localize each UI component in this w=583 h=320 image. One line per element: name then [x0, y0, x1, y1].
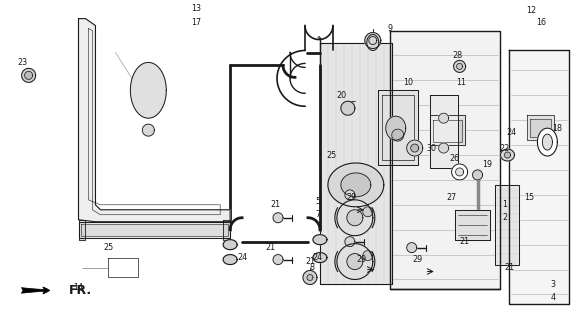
Polygon shape: [223, 255, 237, 265]
Text: 12: 12: [526, 6, 536, 15]
Polygon shape: [273, 213, 283, 223]
Text: 24: 24: [237, 253, 247, 262]
Polygon shape: [131, 62, 166, 118]
Polygon shape: [345, 237, 355, 247]
Text: FR.: FR.: [69, 284, 92, 297]
Text: 8: 8: [310, 263, 314, 272]
Text: 25: 25: [327, 150, 337, 160]
Text: 21: 21: [265, 243, 275, 252]
Polygon shape: [378, 90, 417, 165]
Polygon shape: [337, 244, 373, 279]
Polygon shape: [438, 143, 449, 153]
Polygon shape: [410, 144, 419, 152]
Polygon shape: [456, 63, 462, 69]
Text: 23: 23: [17, 58, 28, 67]
Polygon shape: [303, 270, 317, 284]
Text: 1: 1: [502, 200, 507, 209]
Polygon shape: [454, 60, 466, 72]
Polygon shape: [22, 68, 36, 82]
Text: 20: 20: [337, 91, 347, 100]
Polygon shape: [392, 129, 404, 141]
Text: 7: 7: [315, 210, 321, 219]
Polygon shape: [223, 220, 230, 240]
Polygon shape: [328, 163, 384, 207]
Text: 17: 17: [191, 18, 201, 27]
Polygon shape: [273, 255, 283, 265]
Polygon shape: [528, 115, 554, 140]
Text: 25: 25: [103, 243, 114, 252]
Text: 24: 24: [313, 253, 323, 262]
Polygon shape: [363, 251, 373, 260]
Polygon shape: [433, 120, 462, 142]
Polygon shape: [345, 190, 355, 200]
Text: 9: 9: [387, 24, 392, 33]
Polygon shape: [341, 173, 371, 197]
Text: 29: 29: [357, 255, 367, 264]
Text: 21: 21: [305, 257, 315, 266]
Text: 21: 21: [270, 200, 280, 209]
Polygon shape: [363, 207, 373, 217]
Text: 26: 26: [449, 154, 459, 163]
Polygon shape: [347, 210, 363, 226]
Text: 21: 21: [504, 263, 515, 272]
Text: 19: 19: [483, 160, 493, 170]
Text: 24: 24: [507, 128, 517, 137]
Polygon shape: [79, 220, 86, 240]
Polygon shape: [313, 235, 327, 244]
Polygon shape: [367, 35, 379, 51]
Polygon shape: [531, 119, 552, 137]
Text: 14: 14: [73, 283, 83, 292]
Polygon shape: [337, 200, 373, 236]
Text: 27: 27: [447, 193, 456, 202]
Polygon shape: [501, 149, 514, 161]
Polygon shape: [438, 113, 449, 123]
Polygon shape: [313, 252, 327, 262]
Polygon shape: [79, 19, 230, 222]
Text: 15: 15: [524, 193, 535, 202]
Polygon shape: [223, 240, 237, 250]
Polygon shape: [80, 224, 228, 236]
Polygon shape: [320, 43, 392, 284]
Text: 22: 22: [500, 144, 510, 153]
Polygon shape: [407, 140, 423, 156]
Text: 29: 29: [413, 255, 423, 264]
Polygon shape: [369, 36, 377, 44]
Text: 29: 29: [347, 193, 357, 202]
Polygon shape: [142, 124, 154, 136]
Polygon shape: [510, 51, 570, 304]
Polygon shape: [494, 185, 519, 265]
Polygon shape: [504, 152, 511, 158]
Polygon shape: [365, 33, 381, 49]
Polygon shape: [455, 210, 490, 240]
Text: 2: 2: [502, 213, 507, 222]
Text: 11: 11: [456, 78, 466, 87]
Text: 10: 10: [403, 78, 413, 87]
Polygon shape: [473, 170, 483, 180]
Polygon shape: [538, 128, 557, 156]
Text: 5: 5: [315, 197, 321, 206]
Text: 18: 18: [552, 124, 563, 132]
Text: 3: 3: [551, 280, 556, 289]
Text: 4: 4: [551, 293, 556, 302]
Text: 21: 21: [459, 237, 470, 246]
Polygon shape: [24, 71, 33, 79]
Polygon shape: [455, 168, 463, 176]
Polygon shape: [542, 134, 552, 150]
Polygon shape: [386, 116, 406, 140]
Polygon shape: [347, 253, 363, 269]
Polygon shape: [452, 164, 468, 180]
Text: 30: 30: [427, 144, 437, 153]
Text: 16: 16: [536, 18, 546, 27]
Polygon shape: [307, 275, 313, 280]
Text: 28: 28: [452, 51, 463, 60]
Polygon shape: [430, 95, 458, 168]
Polygon shape: [407, 243, 417, 252]
Polygon shape: [390, 31, 500, 289]
Polygon shape: [341, 101, 355, 115]
Text: 13: 13: [191, 4, 201, 13]
Polygon shape: [79, 222, 230, 238]
Polygon shape: [430, 115, 465, 145]
